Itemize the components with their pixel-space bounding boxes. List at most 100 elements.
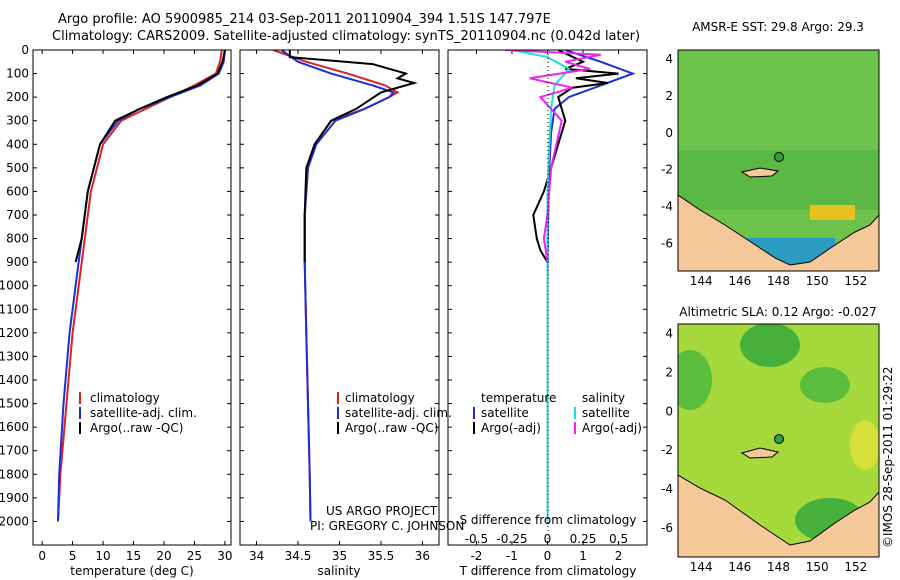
sst-argo-marker: [774, 152, 784, 162]
credit-line-2: PI: GREGORY C. JOHNSON: [310, 519, 464, 533]
series-satellite-adj-clim-: [57, 50, 226, 522]
s-difference-label: S difference from climatology: [460, 513, 637, 527]
depth-tick-label: 1600: [0, 420, 29, 434]
sst-map-title: AMSR-E SST: 29.8 Argo: 29.3: [692, 20, 864, 34]
depth-tick-label: 900: [6, 255, 29, 269]
sst-land-new-guinea: [678, 194, 879, 271]
x-tick-label: 1: [579, 549, 587, 563]
lat-tick-label: 2: [665, 366, 673, 380]
series-t-satellite: [546, 50, 636, 522]
lat-tick-label: -6: [661, 521, 673, 535]
lon-tick-label: 146: [728, 274, 751, 288]
depth-tick-label: 1300: [0, 349, 29, 363]
sla-map-title: Altimetric SLA: 0.12 Argo: -0.027: [679, 305, 876, 319]
lat-tick-label: 2: [665, 89, 673, 103]
lat-tick-label: 4: [665, 327, 673, 341]
salinity-xlabel: salinity: [317, 564, 360, 578]
x-tick-label: 0: [544, 549, 552, 563]
legend-label-argo: Argo(..raw -QC): [90, 421, 183, 435]
depth-tick-label: 200: [6, 90, 29, 104]
temperature-legend: climatology satellite-adj. clim. Argo(..…: [79, 391, 197, 435]
lon-tick-label: 146: [728, 560, 751, 574]
depth-tick-label: 1000: [0, 279, 29, 293]
depth-tick-label: 0: [21, 43, 29, 57]
s-diff-tick-label: 0.5: [609, 532, 628, 546]
legend-label-satellite: satellite-adj. clim.: [345, 406, 452, 420]
lon-tick-label: 148: [767, 274, 790, 288]
difference-legend: temperature satellite Argo(-adj) salinit…: [473, 391, 642, 435]
series-climatology: [57, 50, 223, 522]
depth-tick-label: 800: [6, 232, 29, 246]
s-diff-tick-label: -0.25: [496, 532, 527, 546]
sla-argo-marker: [774, 434, 784, 444]
series-satellite-adj-clim-: [280, 50, 396, 522]
lat-tick-label: 4: [665, 52, 673, 66]
sla-map-frame: [677, 323, 880, 558]
x-tick-label: 5: [69, 549, 77, 563]
depth-tick-label: 1900: [0, 491, 29, 505]
series-t-argo-adj-: [532, 50, 619, 263]
depth-tick-label: 1700: [0, 444, 29, 458]
depth-tick-label: 700: [6, 208, 29, 222]
sla-low-patch-1: [740, 324, 800, 367]
legend-label-s-satellite: satellite: [582, 406, 630, 420]
legend-label-climatology: climatology: [345, 391, 415, 405]
temperature-axes-frame: [32, 49, 232, 546]
x-tick-label: 20: [156, 549, 171, 563]
sla-high-patch: [850, 420, 879, 470]
depth-tick-label: 600: [6, 184, 29, 198]
depth-tick-label: 1100: [0, 302, 29, 316]
sst-warm-patch: [810, 205, 855, 220]
sst-map-frame: [677, 49, 880, 272]
legend-label-t-satellite: satellite: [481, 406, 529, 420]
salinity-axes-frame: [239, 49, 440, 546]
x-tick-label: 10: [95, 549, 110, 563]
depth-tick-label: 400: [6, 137, 29, 151]
lon-tick-label: 144: [690, 560, 713, 574]
x-tick-label: 34.5: [285, 549, 312, 563]
depth-tick-label: 500: [6, 161, 29, 175]
s-diff-tick-label: -0.5: [465, 532, 488, 546]
sst-land-island: [740, 167, 780, 178]
x-tick-label: 35.5: [368, 549, 395, 563]
sla-map: [678, 324, 879, 557]
legend-label-climatology: climatology: [90, 391, 160, 405]
series-s-satellite: [511, 50, 571, 522]
series-s-argo-adj-: [504, 50, 601, 263]
sla-land-island: [740, 447, 780, 459]
sla-low-patch-2: [678, 350, 712, 410]
depth-tick-label: 1400: [0, 373, 29, 387]
series-argo-raw-qc-: [74, 50, 226, 263]
x-tick-label: -2: [470, 549, 482, 563]
x-tick-label: 0: [38, 549, 46, 563]
lon-tick-label: 152: [844, 560, 867, 574]
header-line-1: Argo profile: AO 5900985_214 03-Sep-2011…: [58, 12, 551, 27]
series-argo-raw-qc-: [288, 50, 418, 263]
x-tick-label: -1: [506, 549, 518, 563]
legend-label-t-argo: Argo(-adj): [481, 421, 541, 435]
legend-heading-temperature: temperature: [481, 391, 556, 405]
x-tick-label: 34: [249, 549, 264, 563]
credit-line-1: US ARGO PROJECT: [326, 504, 438, 518]
depth-tick-label: 1200: [0, 326, 29, 340]
lon-tick-label: 150: [806, 274, 829, 288]
temperature-xlabel: temperature (deg C): [70, 564, 193, 578]
depth-tick-label: 2000: [0, 514, 29, 528]
lon-tick-label: 152: [844, 274, 867, 288]
lon-tick-label: 150: [806, 560, 829, 574]
depth-tick-label: 1500: [0, 397, 29, 411]
lat-tick-label: -4: [661, 200, 673, 214]
x-tick-label: 30: [217, 549, 232, 563]
lat-tick-label: 0: [665, 126, 673, 140]
x-tick-label: 36: [415, 549, 430, 563]
lat-tick-label: -4: [661, 482, 673, 496]
depth-tick-label: 1800: [0, 467, 29, 481]
legend-label-s-argo: Argo(-adj): [582, 421, 642, 435]
lat-tick-label: 0: [665, 404, 673, 418]
legend-label-argo: Argo(..raw -QC): [345, 421, 438, 435]
salinity-legend: climatology satellite-adj. clim. Argo(..…: [337, 391, 452, 435]
s-diff-tick-label: 0.25: [570, 532, 597, 546]
x-tick-label: 35: [332, 549, 347, 563]
lon-tick-label: 144: [690, 274, 713, 288]
